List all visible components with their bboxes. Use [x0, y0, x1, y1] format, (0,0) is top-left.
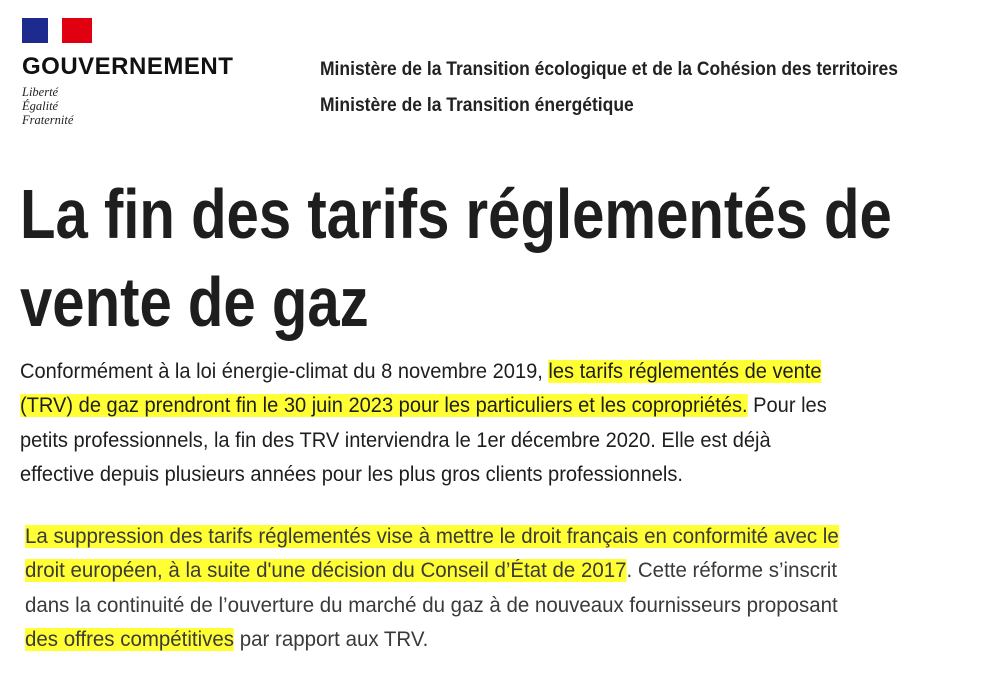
- highlighted-text: (TRV) de gaz prendront fin le 30 juin 20…: [20, 394, 748, 418]
- text-line: Conformément à la loi énergie-climat du …: [20, 355, 827, 389]
- text-segment: effective depuis plusieurs années pour l…: [20, 462, 683, 486]
- text-line: La suppression des tarifs réglementés vi…: [25, 520, 839, 554]
- text-line: petits professionnels, la fin des TRV in…: [20, 424, 827, 458]
- text-line: droit européen, à la suite d'une décisio…: [25, 554, 839, 588]
- intro-paragraph: Conformément à la loi énergie-climat du …: [20, 355, 865, 492]
- text-segment: . Cette réforme s’inscrit: [626, 559, 838, 583]
- ministries: Ministère de la Transition écologique et…: [320, 52, 948, 124]
- government-logo: GOUVERNEMENT Liberté Égalité Fraternité: [22, 18, 262, 127]
- text-line: effective depuis plusieurs années pour l…: [20, 458, 827, 492]
- logo-motto: Liberté Égalité Fraternité: [22, 85, 262, 127]
- marianne-flag-icon: [22, 18, 92, 43]
- highlighted-text: des offres compétitives: [25, 627, 235, 651]
- title-line: La fin des tarifs réglementés de: [20, 175, 892, 253]
- highlighted-text: droit européen, à la suite d'une décisio…: [25, 559, 627, 583]
- ministry-name: Ministère de la Transition écologique et…: [320, 59, 898, 80]
- highlighted-text: La suppression des tarifs réglementés vi…: [25, 525, 839, 548]
- text-segment: petits professionnels, la fin des TRV in…: [20, 428, 771, 452]
- motto-line: Égalité: [22, 99, 59, 113]
- text-line: (TRV) de gaz prendront fin le 30 juin 20…: [20, 389, 827, 423]
- text-line: dans la continuité de l’ouverture du mar…: [25, 589, 839, 623]
- page-title: La fin des tarifs réglementés de vente d…: [20, 170, 1000, 346]
- title-line: vente de gaz: [20, 263, 369, 341]
- text-segment: dans la continuité de l’ouverture du mar…: [25, 593, 838, 617]
- motto-line: Liberté: [22, 85, 59, 99]
- ministry-name: Ministère de la Transition énergétique: [320, 95, 634, 116]
- logo-wordmark: GOUVERNEMENT: [22, 53, 234, 80]
- text-segment: Conformément à la loi énergie-climat du …: [20, 360, 549, 383]
- context-paragraph: La suppression des tarifs réglementés vi…: [25, 520, 860, 657]
- motto-line: Fraternité: [22, 113, 74, 127]
- text-segment: Pour les: [747, 394, 827, 418]
- highlighted-text: les tarifs réglementés de vente: [548, 360, 822, 383]
- text-segment: par rapport aux TRV.: [234, 627, 429, 651]
- text-line: des offres compétitives par rapport aux …: [25, 623, 839, 657]
